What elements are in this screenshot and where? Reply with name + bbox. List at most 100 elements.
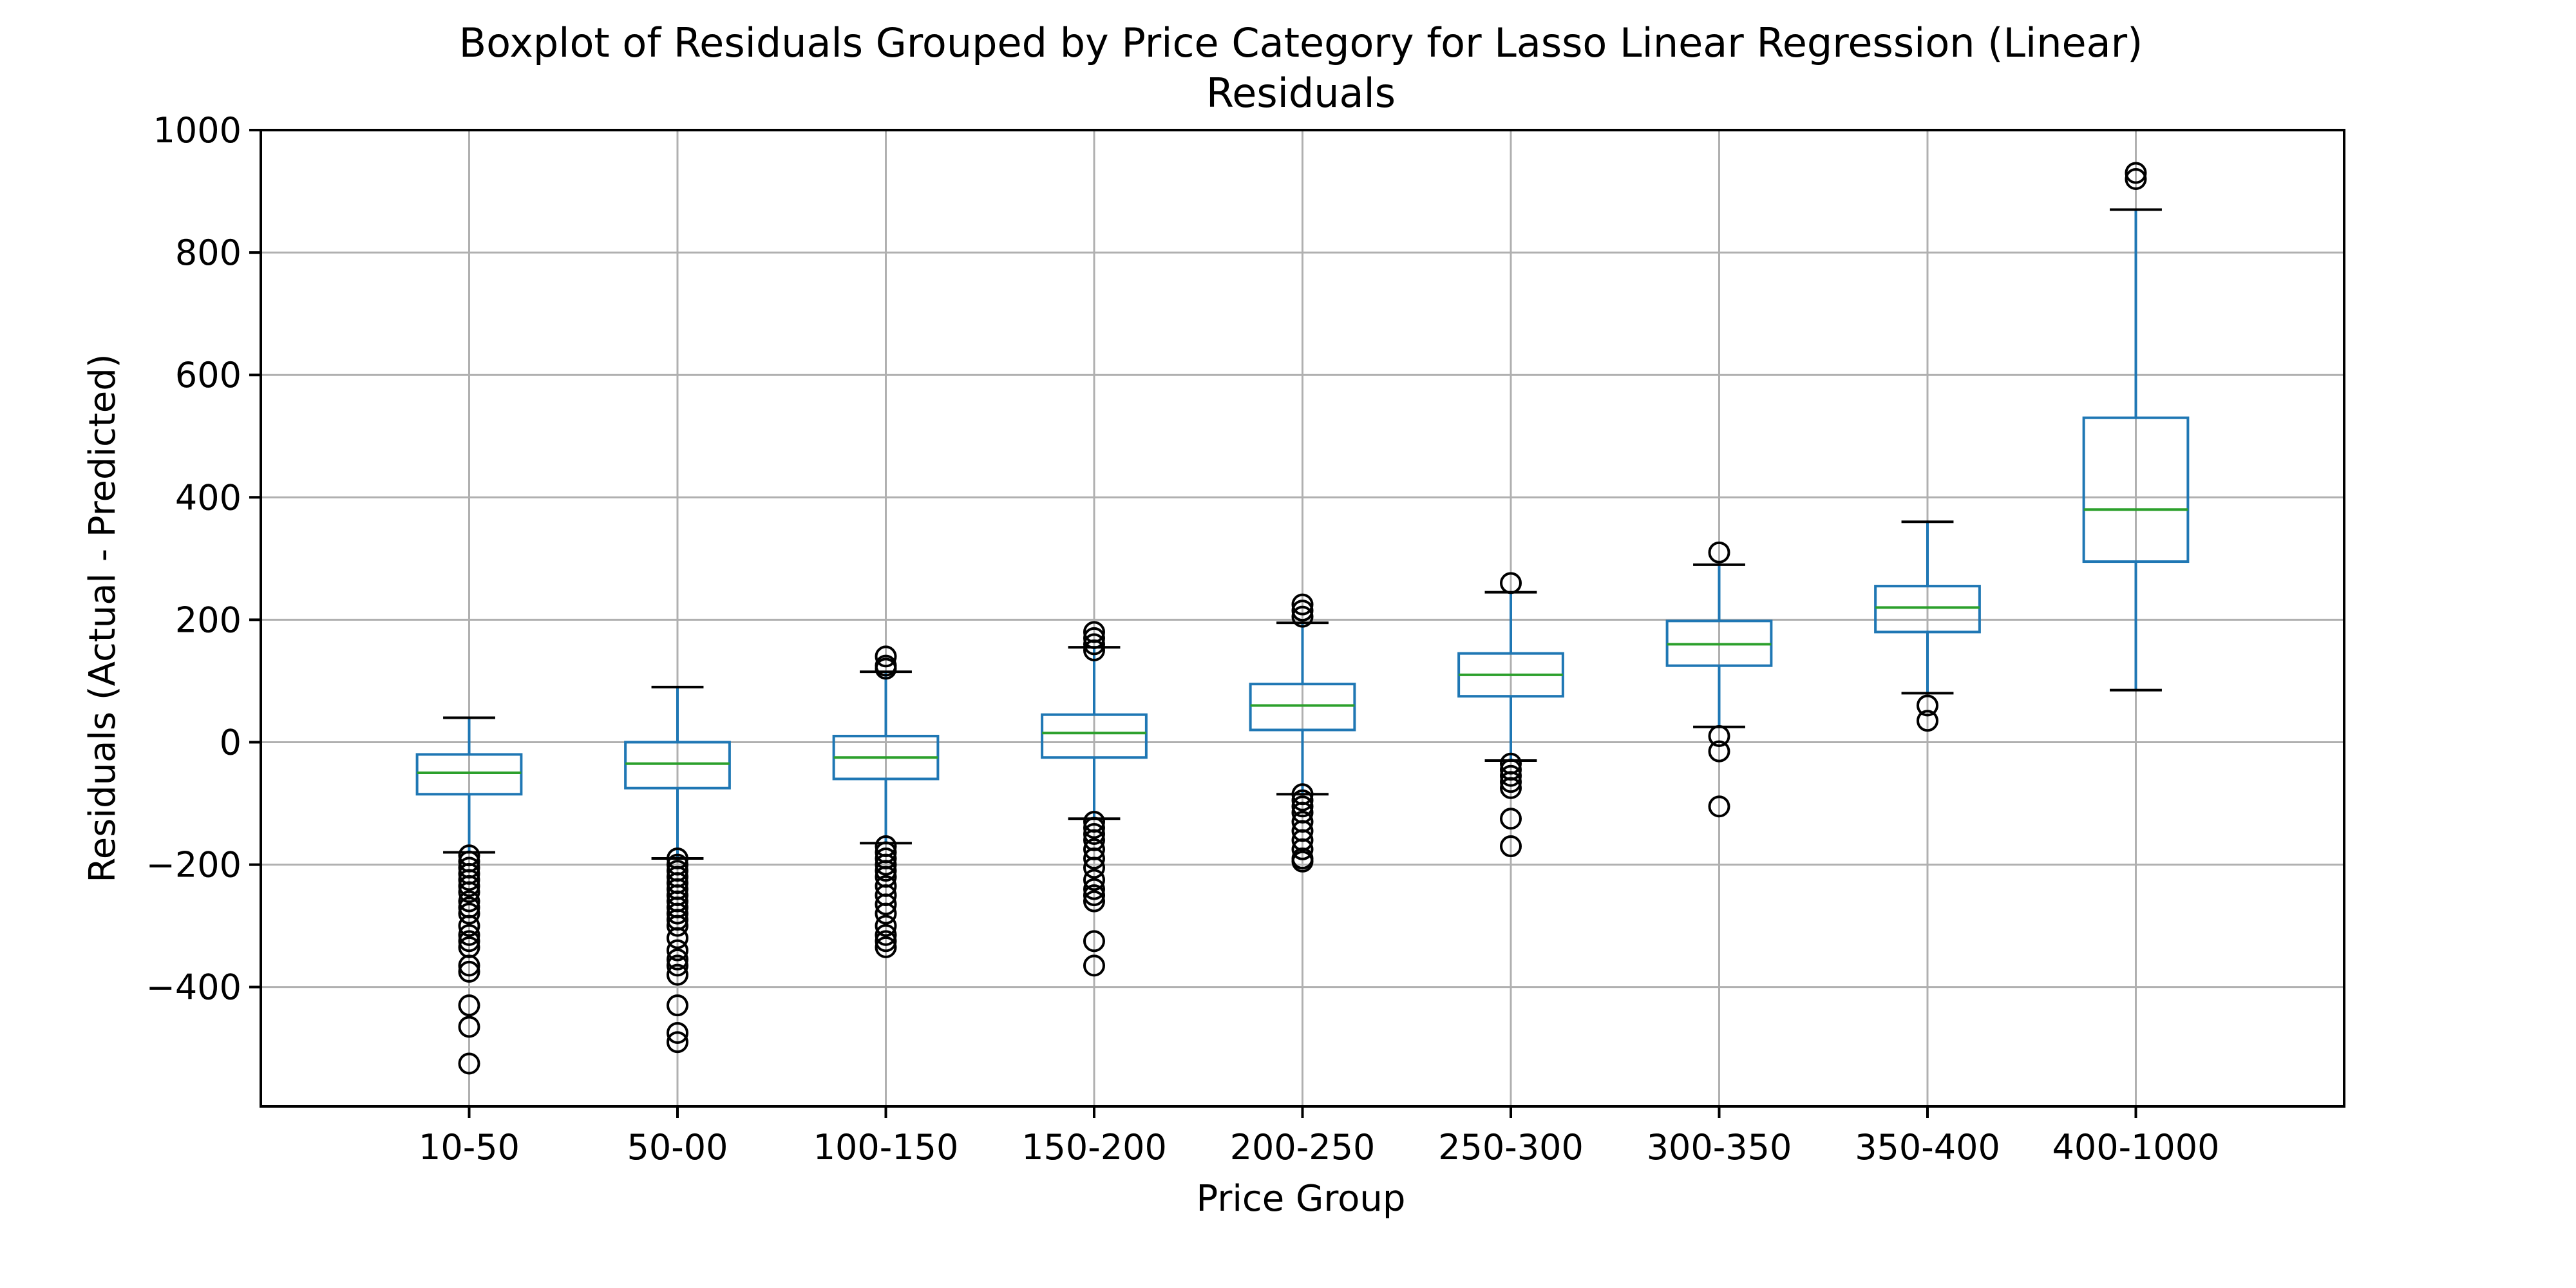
iqr-box bbox=[2082, 416, 2190, 564]
outlier-point bbox=[1083, 627, 1105, 649]
y-axis-label: Residuals (Actual - Predicted) bbox=[82, 354, 124, 882]
outlier-point bbox=[667, 963, 688, 986]
outlier-point bbox=[1083, 621, 1105, 643]
y-tick-label: 200 bbox=[175, 600, 242, 640]
outlier-point bbox=[667, 948, 688, 971]
outlier-point bbox=[458, 890, 480, 913]
outlier-point bbox=[1708, 541, 1730, 564]
outlier-point bbox=[875, 860, 897, 882]
outlier-point bbox=[458, 954, 480, 977]
grid-lines bbox=[261, 129, 2344, 1106]
outlier-point bbox=[1083, 857, 1105, 879]
outlier-point bbox=[667, 954, 688, 977]
outlier-point bbox=[1083, 848, 1105, 870]
outlier-point bbox=[667, 914, 688, 937]
outlier-point bbox=[1500, 764, 1522, 787]
iqr-box bbox=[624, 741, 731, 790]
outlier-point bbox=[1291, 850, 1314, 873]
y-tick-label: 400 bbox=[175, 477, 242, 518]
outlier-point bbox=[1708, 795, 1730, 818]
outlier-point bbox=[1500, 835, 1522, 858]
boxplot-series bbox=[415, 162, 2190, 1075]
chart-subtitle: Residuals bbox=[1206, 70, 1396, 117]
outlier-point bbox=[875, 936, 897, 958]
outlier-point bbox=[1917, 710, 1938, 732]
outlier-point bbox=[458, 881, 480, 904]
outlier-point bbox=[1291, 789, 1314, 811]
outlier-point bbox=[667, 1021, 688, 1044]
outlier-point bbox=[875, 654, 897, 677]
outlier-point bbox=[875, 893, 897, 916]
outlier-point bbox=[1083, 633, 1105, 656]
outlier-point bbox=[1083, 884, 1105, 907]
box-group bbox=[415, 716, 523, 1075]
outlier-point bbox=[1083, 869, 1105, 891]
outlier-point bbox=[875, 914, 897, 937]
outlier-point bbox=[458, 875, 480, 897]
iqr-box bbox=[1249, 683, 1356, 732]
chart-title: Boxplot of Residuals Grouped by Price Ca… bbox=[459, 19, 2143, 66]
outlier-point bbox=[875, 923, 897, 946]
outlier-point bbox=[875, 853, 897, 876]
outlier-point bbox=[458, 1016, 480, 1038]
outlier-point bbox=[458, 994, 480, 1017]
outlier-point bbox=[458, 923, 480, 946]
iqr-box bbox=[1041, 713, 1148, 759]
outlier-point bbox=[1500, 808, 1522, 830]
iqr-box bbox=[1874, 585, 1981, 634]
outlier-point bbox=[1083, 817, 1105, 839]
outlier-point bbox=[1291, 795, 1314, 818]
y-axis-ticks: −400 −200 0 200 400 600 800 1000 bbox=[146, 110, 261, 1008]
outlier-point bbox=[1708, 724, 1730, 747]
y-tick-label: 1000 bbox=[153, 110, 242, 151]
outlier-point bbox=[667, 1031, 688, 1054]
outlier-point bbox=[1083, 930, 1105, 952]
outlier-point bbox=[1083, 878, 1105, 900]
outlier-point bbox=[1500, 572, 1522, 594]
outlier-point bbox=[1291, 593, 1314, 616]
outlier-point bbox=[1083, 954, 1105, 977]
outlier-point bbox=[667, 939, 688, 961]
y-tick-label: −400 bbox=[146, 967, 242, 1008]
outlier-point bbox=[458, 902, 480, 925]
outlier-point bbox=[875, 930, 897, 952]
y-tick-label: 0 bbox=[220, 722, 242, 762]
box-group bbox=[1249, 593, 1356, 873]
outlier-point bbox=[458, 914, 480, 937]
y-tick-label: 800 bbox=[175, 232, 242, 273]
outlier-point bbox=[1917, 694, 1938, 717]
box-group bbox=[1457, 572, 1564, 858]
x-tick-label: 150-200 bbox=[1021, 1127, 1167, 1168]
outlier-point bbox=[1500, 771, 1522, 793]
outlier-point bbox=[2125, 162, 2147, 184]
box-group bbox=[832, 645, 940, 958]
outlier-point bbox=[2125, 168, 2147, 191]
outlier-point bbox=[1083, 823, 1105, 846]
outlier-point bbox=[1500, 777, 1522, 799]
box-group bbox=[1665, 541, 1773, 818]
outlier-point bbox=[875, 902, 897, 925]
outlier-point bbox=[1291, 600, 1314, 622]
outlier-point bbox=[667, 902, 688, 925]
outlier-point bbox=[458, 1052, 480, 1075]
x-tick-label: 350-400 bbox=[1855, 1127, 2000, 1168]
outlier-point bbox=[1708, 740, 1730, 762]
x-tick-label: 300-350 bbox=[1647, 1127, 1792, 1168]
outlier-point bbox=[1291, 838, 1314, 860]
x-tick-label: 250-300 bbox=[1438, 1127, 1584, 1168]
x-tick-label: 200-250 bbox=[1230, 1127, 1376, 1168]
box-group bbox=[1041, 621, 1148, 977]
outlier-point bbox=[458, 930, 480, 952]
outlier-point bbox=[667, 927, 688, 949]
outlier-point bbox=[1083, 890, 1105, 913]
x-tick-label: 400-1000 bbox=[2052, 1127, 2220, 1168]
outlier-point bbox=[875, 645, 897, 668]
outlier-point bbox=[667, 994, 688, 1017]
x-axis-label: Price Group bbox=[1197, 1178, 1406, 1220]
y-tick-label: −200 bbox=[146, 845, 242, 886]
outlier-point bbox=[458, 960, 480, 983]
box-group bbox=[624, 685, 731, 1054]
box-group bbox=[2082, 162, 2190, 692]
x-tick-label: 50-00 bbox=[627, 1127, 728, 1168]
